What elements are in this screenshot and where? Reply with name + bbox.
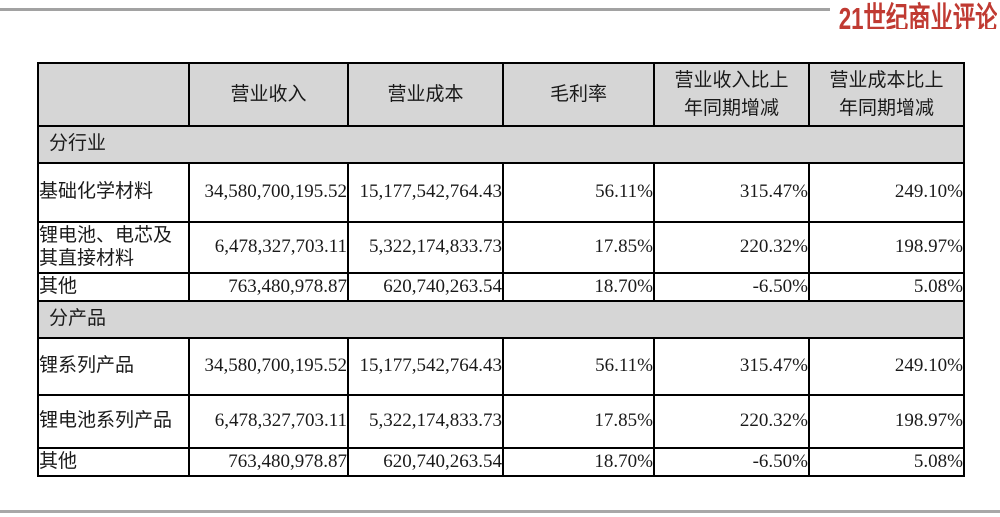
section-row-by-product: 分产品: [37, 300, 965, 339]
table-row-basic-chemical: 基础化学材料 34,580,700,195.52 15,177,542,764.…: [37, 162, 965, 223]
revenue-cell: 34,580,700,195.52: [188, 162, 349, 223]
header-cell-revenue: 营业收入: [188, 62, 349, 127]
financial-segment-table: 营业收入 营业成本 毛利率 营业收入比上 年同期增减 营业成本比上 年同期增减 …: [37, 62, 965, 477]
cost-cell: 5,322,174,833.73: [347, 221, 504, 274]
cost-yoy-cell: 198.97%: [808, 221, 965, 274]
revenue-yoy-cell: 315.47%: [653, 162, 810, 223]
section-label: 分产品: [37, 300, 965, 339]
row-label-cell: 基础化学材料: [37, 162, 190, 223]
cost-cell: 15,177,542,764.43: [347, 162, 504, 223]
header-cell-blank: [37, 62, 190, 127]
revenue-cell: 34,580,700,195.52: [188, 337, 349, 396]
table-row-lithium-series: 锂系列产品 34,580,700,195.52 15,177,542,764.4…: [37, 337, 965, 396]
header-cell-cost: 营业成本: [347, 62, 504, 127]
revenue-yoy-cell: 315.47%: [653, 337, 810, 396]
cost-yoy-cell: 249.10%: [808, 337, 965, 396]
table-header-row: 营业收入 营业成本 毛利率 营业收入比上 年同期增减 营业成本比上 年同期增减: [37, 62, 965, 127]
cost-cell: 620,740,263.54: [347, 272, 504, 302]
revenue-cell: 763,480,978.87: [188, 272, 349, 302]
row-label-cell: 锂电池、电芯及其直接材料: [37, 221, 190, 274]
cost-yoy-cell: 5.08%: [808, 447, 965, 477]
table-row-lithium-battery-series: 锂电池系列产品 6,478,327,703.11 5,322,174,833.7…: [37, 394, 965, 449]
revenue-cell: 6,478,327,703.11: [188, 394, 349, 449]
top-divider-line: [0, 8, 830, 11]
cost-yoy-cell: 198.97%: [808, 394, 965, 449]
revenue-yoy-cell: -6.50%: [653, 272, 810, 302]
revenue-cell: 763,480,978.87: [188, 447, 349, 477]
header-cell-cost-yoy: 营业成本比上 年同期增减: [808, 62, 965, 127]
row-label-cell: 锂系列产品: [37, 337, 190, 396]
cost-yoy-cell: 249.10%: [808, 162, 965, 223]
gross-margin-cell: 18.70%: [502, 447, 655, 477]
cost-cell: 15,177,542,764.43: [347, 337, 504, 396]
gross-margin-cell: 17.85%: [502, 221, 655, 274]
gross-margin-cell: 18.70%: [502, 272, 655, 302]
bottom-divider-line: [0, 510, 1000, 513]
gross-margin-cell: 56.11%: [502, 337, 655, 396]
section-label: 分行业: [37, 125, 965, 164]
section-row-by-industry: 分行业: [37, 125, 965, 164]
gross-margin-cell: 17.85%: [502, 394, 655, 449]
header-cell-revenue-yoy: 营业收入比上 年同期增减: [653, 62, 810, 127]
cost-cell: 5,322,174,833.73: [347, 394, 504, 449]
table-row-lithium-battery-materials: 锂电池、电芯及其直接材料 6,478,327,703.11 5,322,174,…: [37, 221, 965, 274]
row-label-cell: 锂电池系列产品: [37, 394, 190, 449]
magazine-logo: 21世纪商业评论: [777, 0, 997, 29]
magazine-logo-text: 21世纪商业评论: [838, 1, 997, 29]
row-label-cell: 其他: [37, 447, 190, 477]
cost-yoy-cell: 5.08%: [808, 272, 965, 302]
revenue-yoy-cell: -6.50%: [653, 447, 810, 477]
revenue-yoy-cell: 220.32%: [653, 221, 810, 274]
header-cell-gross-margin: 毛利率: [502, 62, 655, 127]
revenue-cell: 6,478,327,703.11: [188, 221, 349, 274]
cost-cell: 620,740,263.54: [347, 447, 504, 477]
table-row-other-industry: 其他 763,480,978.87 620,740,263.54 18.70% …: [37, 272, 965, 302]
gross-margin-cell: 56.11%: [502, 162, 655, 223]
table-row-other-product: 其他 763,480,978.87 620,740,263.54 18.70% …: [37, 447, 965, 477]
row-label-cell: 其他: [37, 272, 190, 302]
revenue-yoy-cell: 220.32%: [653, 394, 810, 449]
